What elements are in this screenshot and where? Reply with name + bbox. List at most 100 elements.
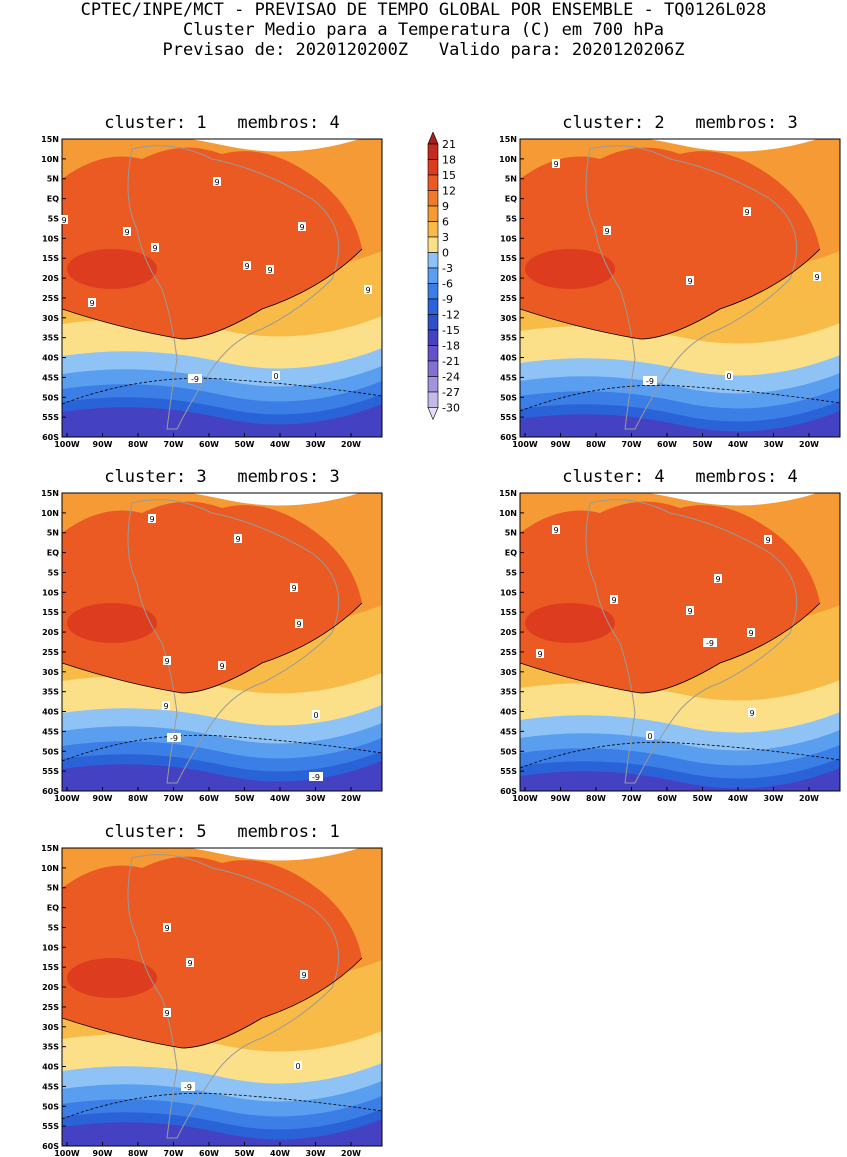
contour-label: -9 <box>706 639 714 648</box>
contour-label: 9 <box>163 702 168 711</box>
contour-9 <box>62 602 363 694</box>
lat-label: 10N <box>41 155 59 164</box>
lon-label: 30W <box>306 1149 326 1157</box>
colorbar-tick-label: 0 <box>442 247 449 260</box>
lat-label: 5S <box>506 214 518 223</box>
lat-label: 20S <box>500 628 517 637</box>
contour-label-bg <box>643 376 657 385</box>
contour-label-bg <box>813 272 821 281</box>
contour-label-bg <box>686 606 694 615</box>
contour-label: 9 <box>164 924 169 933</box>
contour-label-bg <box>163 923 171 932</box>
colorbar-tick-label: 18 <box>442 154 456 167</box>
lat-label: 15S <box>42 608 59 617</box>
map-frame <box>61 847 383 1147</box>
lat-label: 5S <box>48 568 60 577</box>
lat-label: 15N <box>499 489 517 498</box>
contour-label: -9 <box>170 734 178 743</box>
map-svg: 15N 10N 5N EQ 5S 10S 15S 20S 25S 30S 35S 40S 45S 50S 5… <box>499 135 841 449</box>
lat-label: 5N <box>505 529 517 538</box>
lon-label: 40W <box>728 794 748 803</box>
lon-label: 70W <box>164 1149 184 1157</box>
contour-minus-9 <box>62 1092 382 1120</box>
map-frame <box>61 138 383 438</box>
contour-label: 9 <box>89 299 94 308</box>
contour-label-bg <box>300 970 308 979</box>
lat-label: 5N <box>47 529 59 538</box>
hot-core <box>67 249 157 289</box>
lat-label: 25S <box>42 1003 59 1012</box>
lat-label: 20S <box>42 274 59 283</box>
subtitle: Cluster Medio para a Temperatura (C) em … <box>182 20 665 40</box>
lat-label: 40S <box>42 354 59 363</box>
lat-label: 35S <box>42 688 59 697</box>
lat-label: EQ <box>47 195 59 204</box>
coastline <box>127 499 340 784</box>
lon-label: 70W <box>164 794 184 803</box>
lat-label: 15N <box>499 135 517 144</box>
lat-label: 10N <box>41 864 59 873</box>
map-panel-4: 15N 10N 5N EQ 5S 10S 15S 20S 25S 30S 35S 40S 45S 50S 5… <box>499 489 841 803</box>
contour-label-bg <box>748 708 756 717</box>
contour-label-bg <box>186 958 194 967</box>
lon-label: 20W <box>341 1149 361 1157</box>
lat-label: 50S <box>42 393 59 402</box>
colorbar-swatch <box>427 267 439 284</box>
lon-label: 50W <box>235 1149 255 1157</box>
contour-label-bg <box>181 1082 195 1091</box>
panel-5-title: cluster: 5 membros: 1 <box>104 822 340 842</box>
contour-label: 9 <box>124 228 129 237</box>
lat-label: 15N <box>41 135 59 144</box>
contour-label: 9 <box>365 286 370 295</box>
contour-label-bg <box>213 177 221 186</box>
coastline <box>585 499 798 784</box>
colorbar-swatch <box>427 252 439 269</box>
warm-region <box>520 501 820 693</box>
lat-label: 10S <box>500 234 517 243</box>
colorbar-swatch <box>427 159 439 176</box>
contour-label: 9 <box>744 208 749 217</box>
contour-label-bg <box>312 710 320 719</box>
lat-label: 5S <box>48 923 60 932</box>
lon-label: 90W <box>551 794 571 803</box>
contour-label: 9 <box>604 227 609 236</box>
contour-label: 0 <box>273 372 278 381</box>
lon-label: 40W <box>270 1149 290 1157</box>
coastline <box>585 145 798 430</box>
temperature-band <box>520 411 840 437</box>
lat-label: 25S <box>42 294 59 303</box>
lat-label: 15S <box>42 963 59 972</box>
lon-label: 50W <box>693 794 713 803</box>
contour-label: 9 <box>267 266 272 275</box>
contour-label-bg <box>295 619 303 628</box>
lat-label: 10N <box>41 509 59 518</box>
lon-label: 90W <box>93 1149 113 1157</box>
panel-2-title: cluster: 2 membros: 3 <box>562 113 798 133</box>
lon-label: 40W <box>270 440 290 449</box>
lat-label: 20S <box>42 983 59 992</box>
colorbar-top-arrow <box>427 131 439 145</box>
contour-label-bg <box>610 595 618 604</box>
lon-label: 50W <box>235 440 255 449</box>
colorbar-tick-label: 6 <box>442 216 449 229</box>
contour-label: 0 <box>313 711 318 720</box>
lon-label: 20W <box>799 794 819 803</box>
contour-label: 9 <box>553 160 558 169</box>
lat-label: 45S <box>500 727 517 736</box>
lat-label: 15S <box>500 254 517 263</box>
lat-label: 30S <box>500 668 517 677</box>
contour-label-bg <box>151 243 159 252</box>
lat-label: 35S <box>500 334 517 343</box>
lon-label: 30W <box>306 440 326 449</box>
lat-label: 50S <box>42 747 59 756</box>
lon-label: 60W <box>657 440 677 449</box>
colorbar-swatch <box>427 314 439 331</box>
colorbar-tick-label: 9 <box>442 200 449 213</box>
contour-label-bg <box>743 207 751 216</box>
warm-region <box>62 501 362 693</box>
contour-label-bg <box>309 772 323 781</box>
lon-label: 90W <box>551 440 571 449</box>
colorbar-tick-label: -3 <box>442 262 453 275</box>
contour-label: 9 <box>749 709 754 718</box>
contour-label-bg <box>364 285 372 294</box>
